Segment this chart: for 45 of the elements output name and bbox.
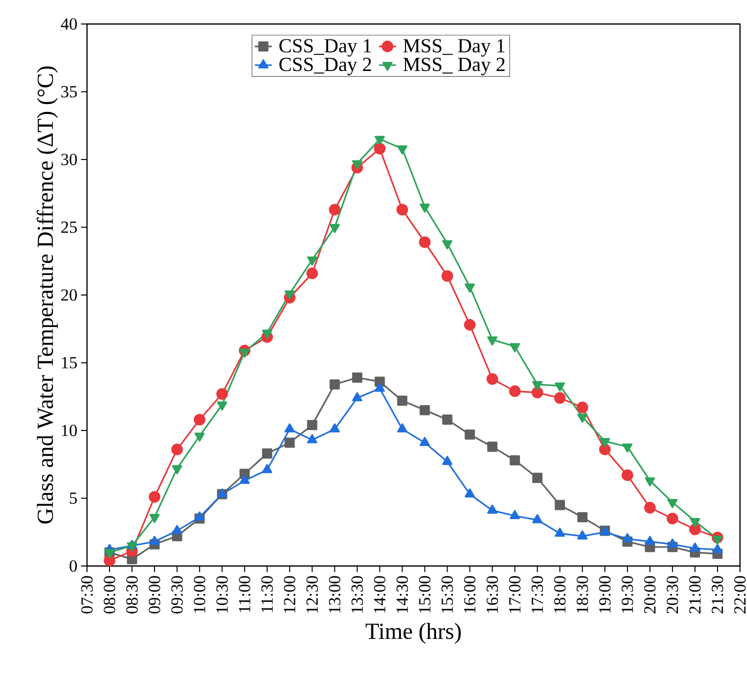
x-tick-label: 11:30 xyxy=(261,576,273,612)
x-tick-label: 18:30 xyxy=(576,576,588,613)
x-tick-label: 19:30 xyxy=(622,576,634,613)
x-tick-label: 14:00 xyxy=(374,576,386,613)
legend-label: CSS_Day 2 xyxy=(279,58,372,76)
x-tick-label: 10:30 xyxy=(216,576,228,613)
x-tick-label: 13:00 xyxy=(328,576,340,613)
x-axis-title: Time (hrs) xyxy=(366,622,461,644)
x-tick-label: 13:30 xyxy=(351,576,363,613)
x-tick-label: 21:00 xyxy=(689,576,701,614)
x-tick-label: 15:30 xyxy=(442,576,454,613)
x-tick-label: 17:30 xyxy=(532,576,544,613)
y-tick-label: 25 xyxy=(61,222,77,233)
y-tick-label: 15 xyxy=(62,357,77,368)
y-tick-label: 10 xyxy=(62,424,77,436)
x-tick-label: 19:00 xyxy=(599,576,611,613)
x-tick-label: 17:00 xyxy=(509,576,521,613)
y-tick-label: 5 xyxy=(70,492,77,504)
x-tick-label: 20:30 xyxy=(666,576,678,614)
x-tick-label: 10:00 xyxy=(194,576,206,613)
y-tick-label: 0 xyxy=(70,560,77,572)
y-axis-title: Glass and Water Temperature Diffrence (ΔT) (°C) xyxy=(36,66,58,524)
x-tick-label: 12:00 xyxy=(284,576,296,613)
x-tick-label: 22:00 xyxy=(734,576,746,614)
y-tick-label: 30 xyxy=(61,154,77,166)
x-tick-label: 14:30 xyxy=(396,576,408,613)
x-tick-label: 09:00 xyxy=(148,576,160,614)
x-tick-label: 16:00 xyxy=(464,576,476,613)
y-tick-label: 20 xyxy=(61,289,77,301)
y-tick-label: 40 xyxy=(60,18,77,30)
y-tick-label: 35 xyxy=(61,86,77,98)
x-tick-label: 21:30 xyxy=(712,576,724,614)
x-tick-label: 09:30 xyxy=(171,576,183,614)
x-tick-label: 07:30 xyxy=(81,576,93,614)
legend-label: MSS_ Day 1 xyxy=(403,39,504,57)
legend-label: CSS_Day 1 xyxy=(279,39,371,57)
x-tick-label: 11:00 xyxy=(238,576,250,612)
x-tick-label: 15:00 xyxy=(419,576,431,613)
x-tick-label: 12:30 xyxy=(306,576,318,613)
legend-label: MSS_ Day 2 xyxy=(403,58,505,76)
x-tick-label: 16:30 xyxy=(486,576,498,613)
x-tick-label: 18:00 xyxy=(554,576,566,613)
x-tick-label: 08:00 xyxy=(104,576,116,614)
x-tick-label: 08:30 xyxy=(126,576,138,614)
x-tick-label: 20:00 xyxy=(644,576,656,614)
